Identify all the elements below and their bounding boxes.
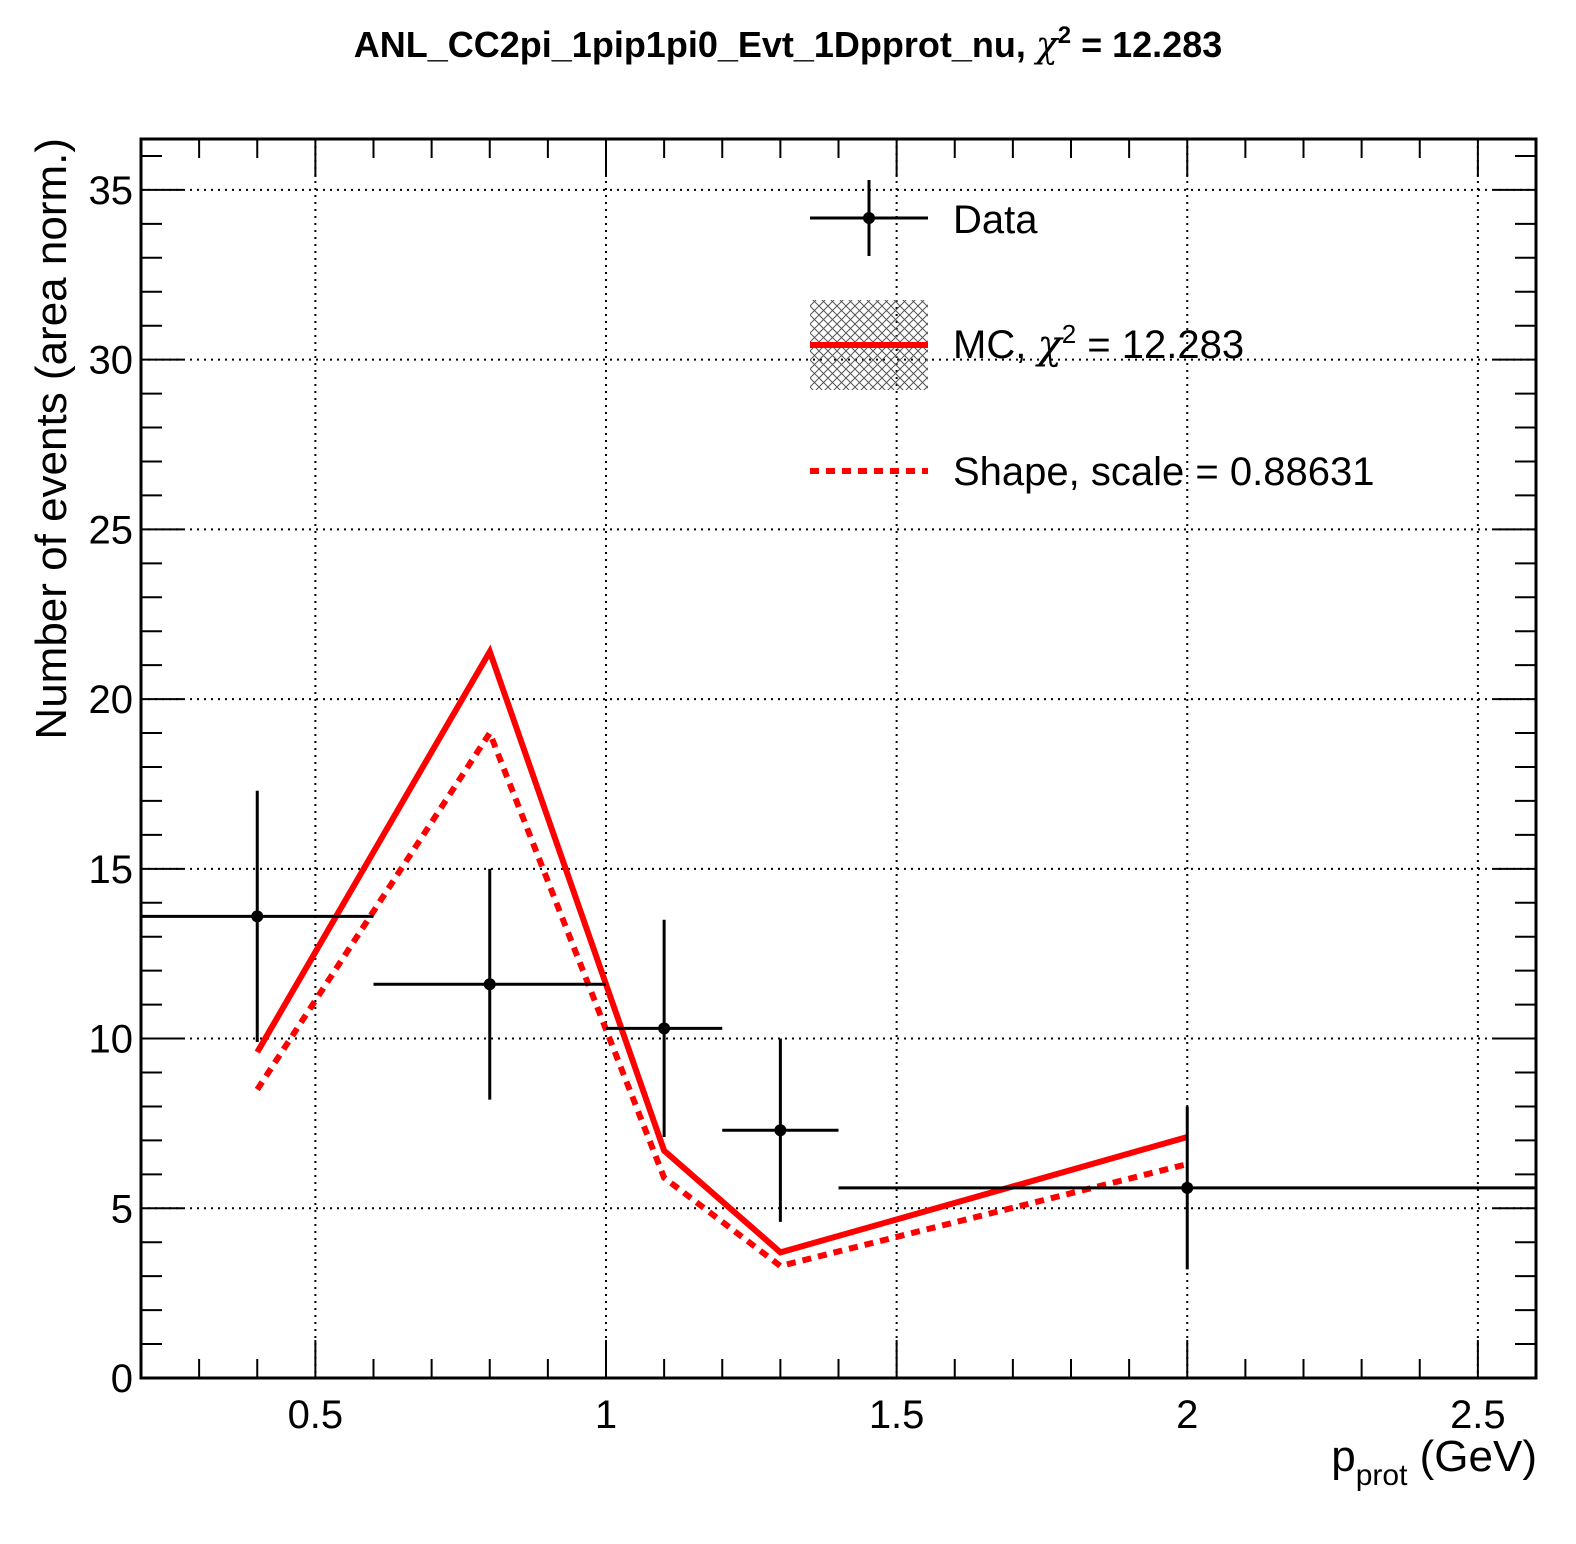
- mc-series-line: [254, 644, 1189, 1256]
- x-axis-title-sub: prot: [1356, 1459, 1408, 1492]
- x-axis-title: pprot (GeV): [1331, 1432, 1537, 1492]
- data-marker: [483, 978, 496, 991]
- legend-entry-shape: Shape, scale = 0.88631: [810, 450, 1374, 494]
- legend-mc-suffix: = 12.283: [1076, 323, 1244, 367]
- chart-title-suffix: = 12.283: [1071, 24, 1222, 65]
- x-tick-label: 0.5: [288, 1393, 344, 1437]
- chart-title-prefix: ANL_CC2pi_1pip1pi0_Evt_1Dpprot_nu,: [354, 24, 1036, 65]
- y-tick-label: 30: [89, 339, 134, 383]
- legend-mc-prefix: MC,: [953, 323, 1037, 367]
- y-tick-label: 5: [111, 1187, 133, 1231]
- data-point: [838, 1106, 1536, 1270]
- legend-shape-label: Shape, scale = 0.88631: [953, 450, 1374, 494]
- series-layer: [141, 644, 1536, 1270]
- x-tick-label: 1.5: [869, 1393, 925, 1437]
- data-marker: [1181, 1181, 1194, 1194]
- plot-frame: [139, 137, 1538, 1380]
- y-tick-label: 20: [89, 678, 134, 722]
- y-tick-label: 15: [89, 848, 134, 892]
- data-marker: [774, 1124, 787, 1137]
- legend-mc-sup: 2: [1062, 319, 1076, 349]
- grid-lines: [141, 139, 1536, 1378]
- legend-data-label: Data: [953, 198, 1038, 242]
- data-point: [373, 868, 606, 1100]
- data-point: [141, 790, 374, 1042]
- y-tick-label: 0: [111, 1357, 133, 1401]
- legend-mc-chi: χ: [1034, 322, 1064, 368]
- legend: Data MC, χ2 = 12.283 Shape, scale = 0.88…: [810, 180, 1374, 494]
- chart-title: ANL_CC2pi_1pip1pi0_Evt_1Dpprot_nu, χ2 = …: [354, 22, 1222, 66]
- legend-mc-label: MC, χ2 = 12.283: [953, 319, 1244, 368]
- y-tick-label: 35: [89, 169, 134, 213]
- data-point: [722, 1038, 839, 1222]
- y-axis-title: Number of events (area norm.): [27, 138, 76, 740]
- x-axis: 0.5 1 1.5 2 2.5: [288, 139, 1506, 1437]
- y-tick-label: 25: [89, 508, 134, 552]
- x-tick-label: 1: [595, 1393, 617, 1437]
- legend-data-marker: [863, 212, 875, 224]
- data-marker: [658, 1022, 671, 1035]
- chart-title-sup: 2: [1058, 22, 1071, 49]
- data-point: [606, 919, 723, 1137]
- y-tick-label: 10: [89, 1018, 134, 1062]
- legend-entry-data: Data: [810, 180, 1038, 256]
- x-axis-title-unit: (GeV): [1407, 1432, 1537, 1481]
- shape-series-line: [254, 726, 1189, 1270]
- data-series: [141, 790, 1536, 1270]
- data-marker: [251, 910, 264, 923]
- y-axis: 0 5 10 15 20 25 30 35: [89, 169, 1536, 1401]
- legend-entry-mc: MC, χ2 = 12.283: [810, 300, 1244, 390]
- x-tick-label: 2.5: [1450, 1393, 1506, 1437]
- x-tick-label: 2: [1176, 1393, 1198, 1437]
- x-axis-title-main: p: [1331, 1432, 1355, 1481]
- chart-title-chi: χ: [1033, 25, 1060, 66]
